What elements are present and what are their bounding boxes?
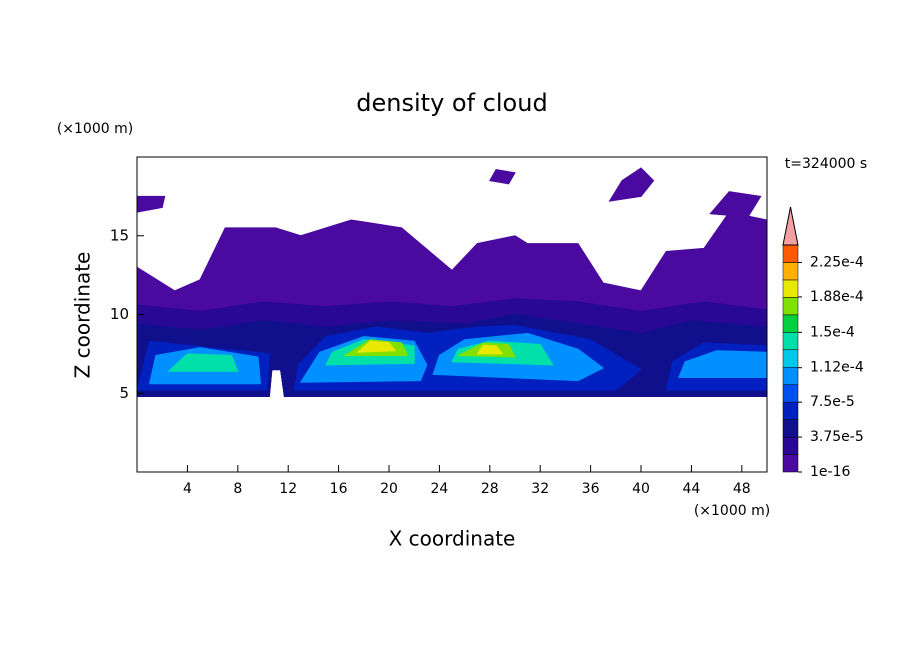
colorbar-tick-label: 1.5e-4 [810,324,855,340]
x-tick-label: 4 [183,481,192,497]
colorbar-band [782,384,799,403]
x-tick-label: 48 [733,481,751,497]
colorbar-tick-label: 1.12e-4 [810,360,864,376]
x-unit: (×1000 m) [694,503,770,519]
colorbar-extension [782,206,799,246]
colorbar-tick-label: 7.5e-5 [810,394,855,410]
colorbar-band [782,279,799,298]
colorbar-tick-label: 1e-16 [810,464,850,480]
x-tick-label: 36 [582,481,600,497]
x-tick-label: 8 [233,481,242,497]
colorbar-tick-label: 1.88e-4 [810,289,864,305]
colorbar-band [782,314,799,333]
colorbar-tick-label: 2.25e-4 [810,254,864,270]
colorbar-tick-label: 3.75e-5 [810,429,864,445]
contour-region [608,167,655,202]
x-tick-label: 20 [380,481,398,497]
x-axis-label: X coordinate [389,527,516,551]
contour-region [678,350,768,378]
x-tick-label: 40 [632,481,650,497]
x-tick-label: 44 [682,481,700,497]
x-tick-label: 16 [330,481,348,497]
y-tick-label: 10 [110,305,129,323]
colorbar-band [782,244,799,263]
contour-region [476,344,504,355]
y-unit: (×1000 m) [57,121,133,137]
contour-region [489,169,516,185]
contour-region [356,340,397,353]
contour-region [709,191,762,218]
x-tick-label: 24 [430,481,448,497]
x-tick-label: 12 [279,481,297,497]
colorbar-band [782,297,799,316]
x-tick-label: 28 [481,481,499,497]
colorbar-band [782,454,799,473]
x-tick-label: 32 [531,481,549,497]
y-tick-label: 5 [119,384,129,402]
chart-title: density of cloud [356,89,547,117]
colorbar-band [782,262,799,281]
y-tick-label: 15 [110,226,129,244]
colorbar-band [782,401,799,420]
colorbar-band [782,349,799,368]
y-axis-label: Z coordinate [71,252,95,379]
colorbar-band [782,436,799,455]
colorbar-band [782,419,799,438]
time-label: t=324000 s [785,156,867,172]
contour-region [167,353,239,372]
colorbar-band [782,332,799,351]
colorbar-band [782,366,799,385]
